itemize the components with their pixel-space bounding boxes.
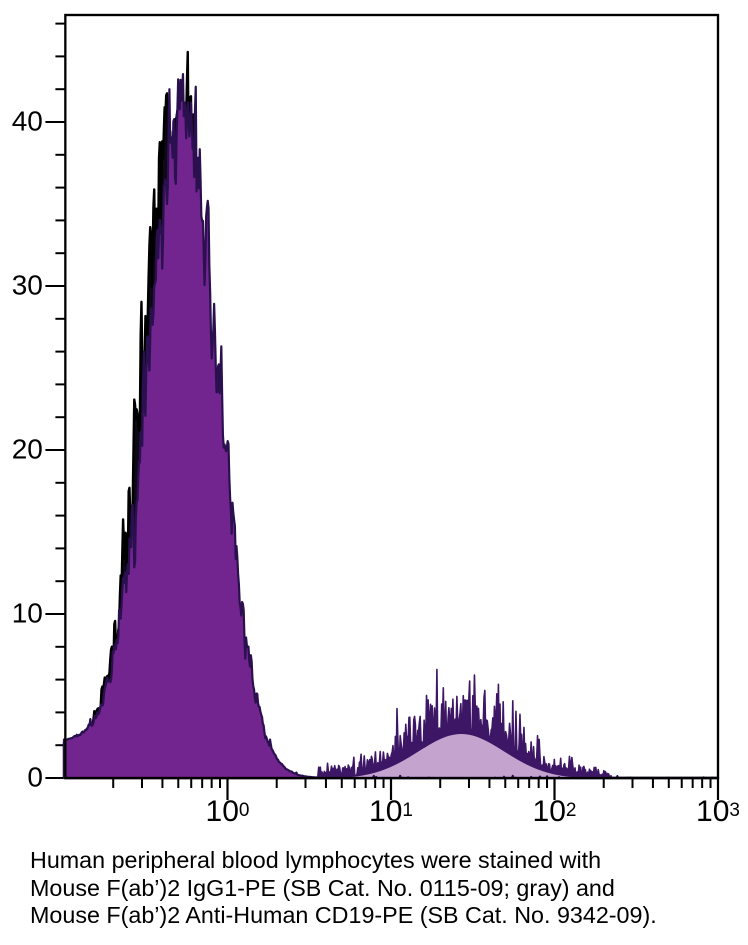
- svg-text:10: 10: [12, 598, 43, 629]
- svg-text:40: 40: [12, 106, 43, 137]
- svg-text:30: 30: [12, 270, 43, 301]
- svg-text:0: 0: [27, 762, 43, 793]
- svg-text:20: 20: [12, 434, 43, 465]
